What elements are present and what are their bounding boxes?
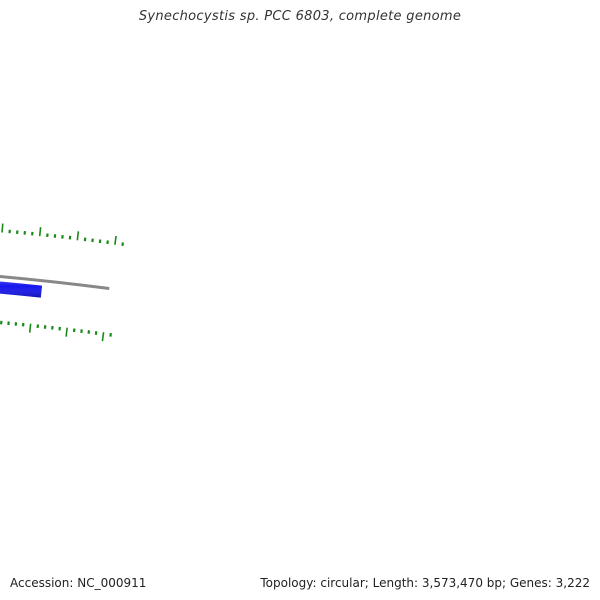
inner-major-tick [65, 327, 68, 337]
outer-major-tick [114, 235, 117, 246]
gene-arrow-shading [0, 281, 43, 298]
inner-major-tick [101, 332, 105, 342]
map-title: Synechocystis sp. PCC 6803, complete gen… [138, 9, 462, 24]
inner-tick-ring [0, 320, 112, 342]
outer-tick-ring [1, 223, 124, 247]
outer-major-tick [1, 223, 4, 233]
accession-label: Accession: NC_000911 [10, 576, 147, 590]
outer-major-tick [38, 227, 42, 237]
inner-major-tick [28, 323, 32, 333]
genome-backbone [0, 275, 110, 291]
reverse-gene-track [0, 281, 43, 298]
outer-major-tick [76, 231, 80, 241]
genome-summary-label: Topology: circular; Length: 3,573,470 bp… [260, 576, 590, 590]
